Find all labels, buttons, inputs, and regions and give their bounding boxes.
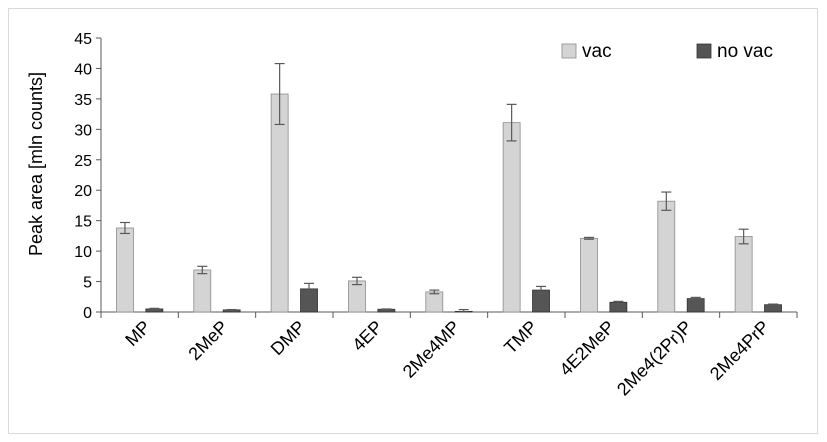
x-tick-label: 2Me4MP <box>399 317 464 382</box>
x-tick-label: MP <box>121 317 154 350</box>
y-tick-label: 40 <box>74 61 92 78</box>
y-tick-label: 45 <box>74 31 92 48</box>
bar-vac <box>193 269 212 313</box>
y-tick-label: 0 <box>83 305 92 322</box>
bar-vac <box>734 236 753 313</box>
chart-frame: Peak area [mln counts] 0 5 10 15 20 25 30 35 40 4… <box>8 8 818 434</box>
x-tick-label: 2Me4PrP <box>706 317 773 384</box>
x-tick-label: 4EP <box>348 317 386 355</box>
bars <box>116 93 782 313</box>
bar-vac <box>657 200 676 313</box>
legend-swatch-vac <box>561 43 577 59</box>
bar-vac <box>502 122 521 313</box>
x-tick-label: TMP <box>500 317 541 358</box>
bar-vac <box>348 280 366 313</box>
x-tick-label: 2Me4(2Pr)P <box>613 317 696 400</box>
bar-vac <box>425 291 444 313</box>
error-bars <box>119 62 779 313</box>
axes: 0 5 10 15 20 25 30 35 40 45 <box>74 31 798 322</box>
y-tick-label: 35 <box>74 92 92 109</box>
legend: vac no vac <box>561 41 773 62</box>
y-tick-label: 10 <box>74 244 92 261</box>
bar-chart: Peak area [mln counts] 0 5 10 15 20 25 30 35 40 4… <box>26 31 798 400</box>
bar-vac <box>580 237 598 313</box>
bar-vac <box>270 93 289 313</box>
y-axis-label-group: Peak area [mln counts] <box>26 72 46 256</box>
y-tick-label: 5 <box>83 275 92 292</box>
y-tick-label: 15 <box>74 214 92 231</box>
bar-vac <box>116 227 134 313</box>
x-tick-label: 2MeP <box>184 317 231 364</box>
bar-no-vac <box>686 298 705 313</box>
y-tick-label: 25 <box>74 153 92 170</box>
legend-swatch-no-vac <box>696 43 712 59</box>
y-axis-label: Peak area [mln counts] <box>26 72 46 256</box>
legend-label-no-vac: no vac <box>717 41 773 62</box>
y-tick-label: 30 <box>74 122 92 139</box>
x-tick-label: DMP <box>267 317 309 359</box>
x-tick-label: 4E2MeP <box>556 317 619 380</box>
y-tick-label: 20 <box>74 183 92 200</box>
legend-label-vac: vac <box>582 41 612 62</box>
